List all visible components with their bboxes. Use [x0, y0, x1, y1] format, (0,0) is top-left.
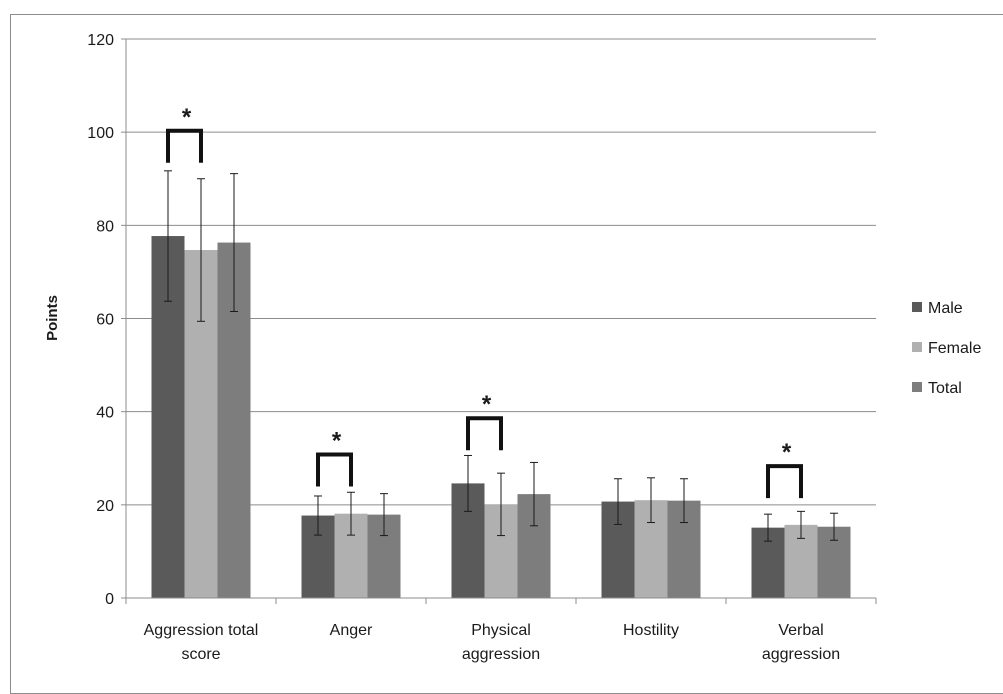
x-category-label: score: [181, 646, 220, 663]
x-category-label: aggression: [762, 646, 840, 663]
significance-asterisk: *: [332, 428, 342, 455]
significance-asterisk: *: [782, 439, 792, 466]
y-tick-label: 120: [87, 32, 114, 49]
bars: [151, 170, 851, 599]
significance-asterisk: *: [482, 391, 492, 418]
y-tick-label: 20: [96, 498, 114, 515]
legend-label-male: Male: [928, 300, 963, 317]
x-category-label: Anger: [330, 622, 373, 639]
significance-asterisk: *: [182, 104, 192, 131]
y-tick-label: 60: [96, 312, 114, 329]
legend-swatch-total: [912, 382, 922, 392]
y-tick-label: 0: [105, 591, 114, 608]
y-tick-label: 100: [87, 125, 114, 142]
legend-label-female: Female: [928, 340, 981, 357]
axes: [121, 38, 877, 604]
labels: 0 20 40 60 80 100 120 Aggression total score Ange…: [44, 32, 840, 663]
legend-label-total: Total: [928, 380, 962, 397]
legend-swatch-female: [912, 342, 922, 352]
bar-chart: 0 20 40 60 80 100 120 Aggression total score Ange…: [44, 32, 981, 663]
significance-markers: * * * *: [166, 104, 803, 499]
y-tick-label: 80: [96, 218, 114, 235]
x-category-label: aggression: [462, 646, 540, 663]
legend-swatch-male: [912, 302, 922, 312]
y-tick-label: 40: [96, 405, 114, 422]
x-category-label: Hostility: [623, 622, 679, 639]
significance-bracket: [166, 128, 203, 163]
x-category-label: Verbal: [778, 622, 823, 639]
y-axis-title: Points: [44, 295, 61, 341]
x-category-label: Aggression total: [144, 622, 259, 639]
legend: Male Female Total: [912, 300, 981, 397]
x-category-label: Physical: [471, 622, 531, 639]
significance-bracket: [766, 464, 803, 499]
significance-bracket: [316, 452, 353, 487]
significance-bracket: [466, 416, 503, 451]
